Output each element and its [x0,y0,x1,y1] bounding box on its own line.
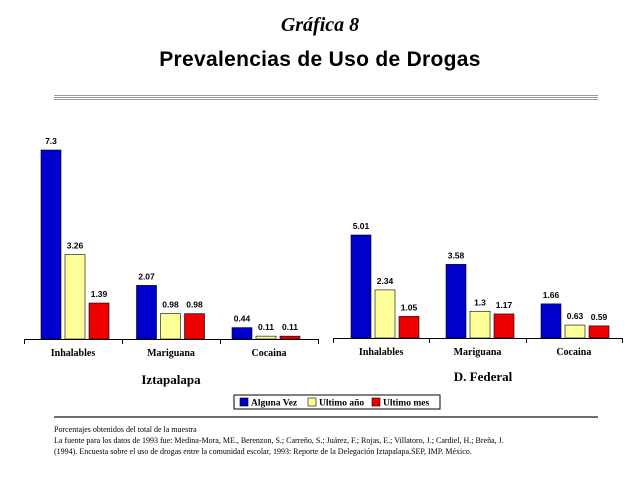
note-line-3: (1994). Encuesta sobre el uso de drogas … [54,447,472,456]
category-tick-label: Mariguana [147,348,195,359]
note-line-2: La fuente para los datos de 1993 fue: Me… [54,436,504,445]
category-tick-label: Inhalables [359,347,404,358]
chart-supertitle: Gráfica 8 [280,14,360,36]
bar-data-label: 3.58 [448,250,465,260]
bar-data-label: 1.3 [474,297,486,307]
bar [160,313,181,340]
category-tick-label: Mariguana [454,347,502,358]
bar-data-label: 0.59 [591,312,608,322]
legend-box [233,394,441,410]
legend-label: Ultimo mes [383,399,429,409]
bar [398,316,420,339]
panel-title: Iztapalapa [141,372,201,387]
category-tick-label: Inhalables [51,348,96,359]
legend-swatch [371,397,381,407]
legend-swatch [307,397,317,407]
bar [88,302,110,340]
bar-data-label: 0.11 [282,322,298,332]
bar-data-label: 0.44 [234,314,251,324]
bar-data-label: 0.11 [258,322,274,332]
bar [64,254,86,340]
bar [231,327,253,340]
bar [445,264,467,339]
bar [493,313,515,339]
title-divider-middle [54,97,598,98]
bar [136,285,157,340]
title-divider-top [54,95,598,96]
bar [255,335,277,340]
bar [540,303,562,339]
bar-data-label: 7.3 [45,136,57,146]
bar-data-label: 1.17 [496,300,513,310]
bar-data-label: 2.34 [377,276,394,286]
bar-data-label: 1.05 [401,302,418,312]
bar [279,335,301,340]
title-divider-bottom [54,99,598,100]
bar-data-label: 1.66 [543,290,560,300]
bar [374,289,396,339]
bar [469,310,491,339]
category-tick-label: Cocaina [252,348,287,359]
notes-divider [54,416,598,418]
category-tick-label: Cocaina [556,347,591,358]
chart-title: Prevalencias de Uso de Drogas [159,48,481,71]
bar-data-label: 0.63 [567,311,584,321]
bar [564,324,586,339]
bar [588,325,610,339]
bar-data-label: 3.26 [67,241,84,251]
legend-label: Ultimo año [319,399,364,409]
bar-data-label: 0.98 [186,300,203,310]
bar [184,313,205,340]
bar [40,149,62,340]
bar [350,234,372,339]
bar-data-label: 5.01 [353,221,370,231]
legend-swatch [239,397,249,407]
legend-label: Alguna Vez [251,399,298,409]
bar-data-label: 0.98 [162,300,179,310]
panel-title: D. Federal [454,369,513,384]
bar-data-label: 2.07 [138,271,155,281]
source-notes: Porcentajes obtenidos del total de la mu… [54,424,614,457]
note-line-1: Porcentajes obtenidos del total de la mu… [54,425,197,434]
bar-data-label: 1.39 [91,289,108,299]
